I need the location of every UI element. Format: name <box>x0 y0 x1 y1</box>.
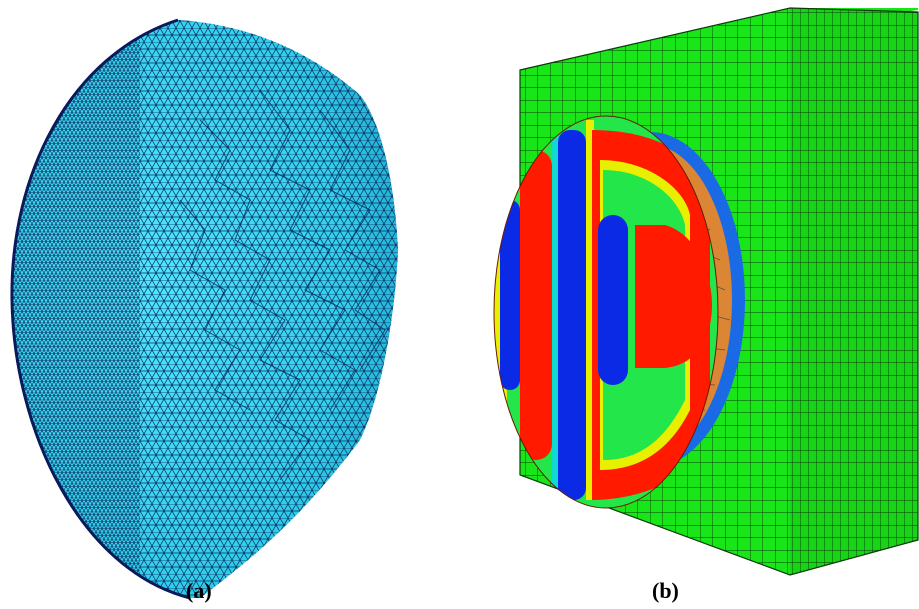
caption-b: (b) <box>652 578 679 603</box>
panel-a-mesh <box>10 18 398 600</box>
hemisphere-outline <box>10 18 191 600</box>
band-red-1 <box>520 150 552 460</box>
hemisphere-face-outline <box>493 115 719 509</box>
band-blue-3 <box>598 215 628 385</box>
band-blue-2 <box>558 130 586 500</box>
jagged-cut-edges <box>179 89 386 481</box>
panel-b-block <box>493 7 919 576</box>
band-blue-1 <box>500 200 520 390</box>
band-red-core <box>635 225 712 368</box>
caption-a: (a) <box>186 578 212 603</box>
